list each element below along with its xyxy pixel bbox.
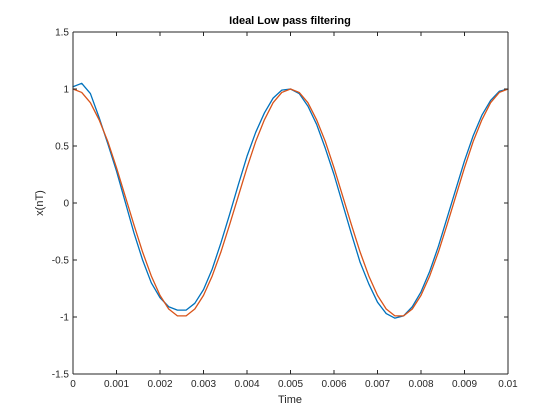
y-tick-label: 1.5 (55, 28, 69, 39)
series-layer (72, 82, 509, 319)
chart-title: Ideal Low pass filtering (229, 15, 351, 27)
y-tick-label: 0.5 (55, 142, 69, 153)
y-tick-label: 0 (63, 199, 69, 210)
x-tick-label: 0.008 (408, 379, 433, 390)
x-tick-label: 0.01 (498, 379, 518, 390)
x-tick-label: 0.009 (452, 379, 477, 390)
y-tick-label: -0.5 (52, 256, 70, 267)
x-tick-label: 0.007 (365, 379, 390, 390)
x-tick-label: 0 (70, 379, 76, 390)
plot-area (73, 32, 508, 374)
y-tick-label: -1.5 (52, 370, 70, 381)
x-tick-label: 0.004 (234, 379, 259, 390)
y-tick-label: 1 (63, 85, 69, 96)
x-tick-label: 0.001 (104, 379, 129, 390)
x-tick-label: 0.003 (191, 379, 216, 390)
x-tick-label: 0.005 (278, 379, 303, 390)
x-tick-label: 0.006 (321, 379, 346, 390)
x-axis-label: Time (278, 394, 302, 406)
y-axis-label: x(nT) (34, 190, 46, 216)
ticks-layer: 0 0.001 0.002 0.003 0.004 0.005 0.006 0.007 0.00… (52, 28, 518, 391)
series-line-2 (72, 88, 509, 317)
y-tick-label: -1 (60, 313, 69, 324)
x-tick-label: 0.002 (147, 379, 172, 390)
